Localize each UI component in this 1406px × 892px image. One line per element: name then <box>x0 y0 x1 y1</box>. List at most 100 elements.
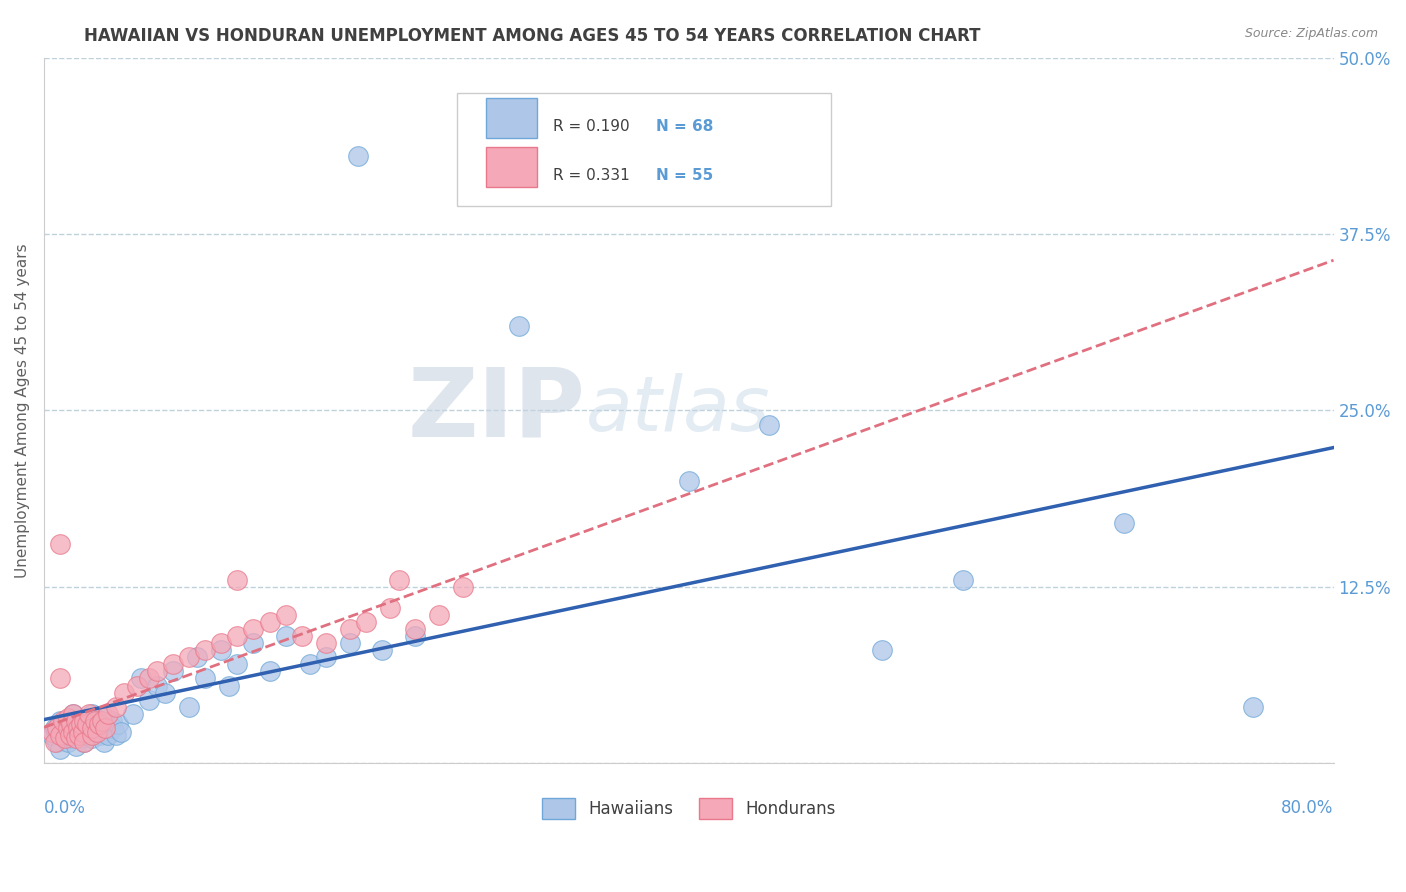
Point <box>226 629 249 643</box>
Point <box>45 721 67 735</box>
Point <box>97 728 120 742</box>
Point <box>186 650 208 665</box>
Point <box>451 580 474 594</box>
Point <box>404 629 426 643</box>
Point <box>49 537 72 551</box>
Text: atlas: atlas <box>585 374 770 448</box>
Point <box>952 573 974 587</box>
Point <box>404 622 426 636</box>
Point <box>44 721 66 735</box>
Point <box>291 629 314 643</box>
Point <box>82 721 104 735</box>
Point <box>53 728 76 742</box>
Point <box>153 685 176 699</box>
Text: 0.0%: 0.0% <box>44 798 86 816</box>
Point <box>427 607 450 622</box>
Point <box>60 731 83 745</box>
Point <box>72 725 94 739</box>
Point <box>65 714 87 728</box>
Point <box>315 650 337 665</box>
Point <box>347 149 370 163</box>
Point <box>56 714 79 728</box>
Point <box>97 721 120 735</box>
Point <box>82 728 104 742</box>
Point <box>76 728 98 742</box>
Point <box>177 699 200 714</box>
Point <box>356 615 378 629</box>
Point <box>52 721 75 735</box>
Point <box>274 607 297 622</box>
Point <box>59 728 82 742</box>
Point <box>49 714 72 728</box>
Point <box>508 318 530 333</box>
Point <box>103 721 125 735</box>
Point <box>177 650 200 665</box>
Text: ZIP: ZIP <box>408 364 585 457</box>
Point <box>1112 516 1135 531</box>
Point <box>371 643 394 657</box>
Text: N = 68: N = 68 <box>657 119 714 134</box>
Point <box>138 692 160 706</box>
Point <box>49 742 72 756</box>
Point <box>678 474 700 488</box>
Point <box>76 716 98 731</box>
Point <box>73 735 96 749</box>
Point <box>758 417 780 432</box>
Point <box>77 721 100 735</box>
Point <box>162 657 184 672</box>
Point <box>194 672 217 686</box>
Point <box>49 728 72 742</box>
Point <box>56 721 79 735</box>
Point <box>65 739 87 754</box>
Point <box>387 573 409 587</box>
Legend: Hawaiians, Hondurans: Hawaiians, Hondurans <box>536 792 842 825</box>
Point <box>73 725 96 739</box>
Point <box>77 706 100 721</box>
Point <box>56 735 79 749</box>
Point <box>242 622 264 636</box>
Point <box>72 714 94 728</box>
FancyBboxPatch shape <box>457 93 831 206</box>
Point <box>89 728 111 742</box>
Point <box>62 706 84 721</box>
Point <box>70 716 93 731</box>
Point <box>62 725 84 739</box>
Point <box>107 716 129 731</box>
Text: R = 0.331: R = 0.331 <box>554 168 630 183</box>
Point <box>209 643 232 657</box>
Text: R = 0.190: R = 0.190 <box>554 119 630 134</box>
Point <box>67 721 90 735</box>
Point <box>86 725 108 739</box>
Point <box>66 728 89 742</box>
Point <box>59 721 82 735</box>
Point <box>73 714 96 728</box>
Point <box>73 735 96 749</box>
Point <box>62 706 84 721</box>
Point <box>90 714 112 728</box>
Point <box>315 636 337 650</box>
Text: Source: ZipAtlas.com: Source: ZipAtlas.com <box>1244 27 1378 40</box>
Point <box>53 731 76 745</box>
Point <box>70 731 93 745</box>
Point <box>105 699 128 714</box>
Text: 80.0%: 80.0% <box>1281 798 1333 816</box>
Point <box>44 735 66 749</box>
Point <box>66 721 89 735</box>
Point <box>110 725 132 739</box>
Point <box>138 672 160 686</box>
Text: N = 55: N = 55 <box>657 168 714 183</box>
Point <box>242 636 264 650</box>
Point <box>41 728 63 742</box>
Point <box>94 711 117 725</box>
Point <box>82 731 104 745</box>
Point <box>62 725 84 739</box>
Point <box>194 643 217 657</box>
Y-axis label: Unemployment Among Ages 45 to 54 years: Unemployment Among Ages 45 to 54 years <box>15 244 30 578</box>
Point <box>67 728 90 742</box>
Point <box>65 731 87 745</box>
Point <box>129 672 152 686</box>
Point <box>870 643 893 657</box>
Point <box>274 629 297 643</box>
FancyBboxPatch shape <box>486 98 537 138</box>
Point <box>127 679 149 693</box>
